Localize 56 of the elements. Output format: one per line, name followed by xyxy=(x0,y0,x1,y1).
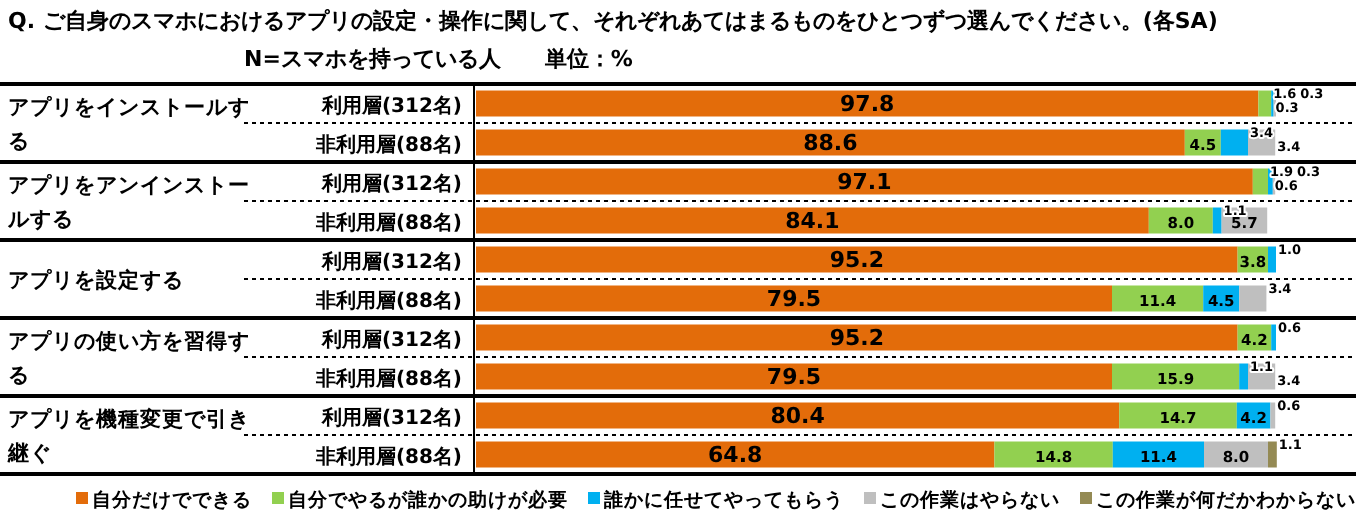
data-label: 95.2 xyxy=(829,324,884,351)
legend-label: この作業はやらない xyxy=(880,488,1060,512)
y-tick-label: 非利用層(88名) xyxy=(313,444,462,469)
bar xyxy=(1112,285,1204,312)
bar xyxy=(1112,441,1204,468)
data-label: 88.6 xyxy=(803,129,859,156)
y-tick-label: 利用層(312名) xyxy=(319,171,462,196)
bar xyxy=(1270,402,1276,429)
data-label: 95.2 xyxy=(829,246,884,273)
data-label: 97.1 xyxy=(837,168,892,195)
text: アプリをインストールする xyxy=(8,94,250,154)
y-tick-label: 利用層(312名) xyxy=(319,405,462,430)
bar xyxy=(1268,441,1277,468)
chart-subtitle: N=スマホを持っている人 単位：% xyxy=(244,46,633,72)
data-label: 79.5 xyxy=(766,363,822,390)
legend-label: この作業が何だかわからない xyxy=(1096,488,1356,512)
bar xyxy=(476,441,995,468)
text: アプリを機種変更で引き継ぐ xyxy=(6,406,250,466)
bar xyxy=(476,363,1112,390)
text: アプリの使い方を習得する xyxy=(8,328,250,388)
legend-label: 自分でやるが誰かの助けが必要 xyxy=(288,488,568,512)
bar xyxy=(1258,90,1272,117)
bar xyxy=(476,402,1120,429)
text: アプリをアンインストールする xyxy=(6,172,250,232)
data-label: 97.8 xyxy=(840,90,895,117)
bar xyxy=(476,129,1185,156)
bar xyxy=(476,324,1238,351)
bar xyxy=(1220,129,1248,156)
bar xyxy=(476,246,1238,273)
y-tick-label: 利用層(312名) xyxy=(319,93,462,118)
bar xyxy=(1212,207,1222,234)
y-tick-label: 非利用層(88名) xyxy=(313,132,462,157)
bar xyxy=(1119,402,1237,429)
legend-label: 誰かに任せてやってもらう xyxy=(602,488,844,512)
bar xyxy=(1239,285,1267,312)
bar xyxy=(994,441,1113,468)
bar xyxy=(1112,363,1240,390)
data-label: 64.8 xyxy=(708,441,763,468)
y-tick-label: 非利用層(88名) xyxy=(313,288,462,313)
y-tick-label: 利用層(312名) xyxy=(319,327,462,352)
legend-label: 自分だけでできる xyxy=(92,488,252,512)
bar xyxy=(1239,363,1248,390)
y-tick-label: 非利用層(88名) xyxy=(313,210,462,235)
chart-title: Q. ご自身のスマホにおけるアプリの設定・操作に関して、それぞれあてはまるものをひとつずつ選んでください。(各SA) xyxy=(8,8,1218,34)
bar xyxy=(476,90,1259,117)
data-label: 79.5 xyxy=(766,285,822,312)
data-label: 80.4 xyxy=(770,402,826,429)
bar xyxy=(1268,246,1276,273)
y-tick-label: 非利用層(88名) xyxy=(313,366,462,391)
bar xyxy=(476,168,1253,195)
bar xyxy=(1252,168,1268,195)
bar xyxy=(476,207,1149,234)
y-tick-label: 利用層(312名) xyxy=(319,249,462,274)
bar xyxy=(476,285,1112,312)
text: アプリを設定する xyxy=(8,267,184,293)
data-label: 84.1 xyxy=(785,207,840,234)
